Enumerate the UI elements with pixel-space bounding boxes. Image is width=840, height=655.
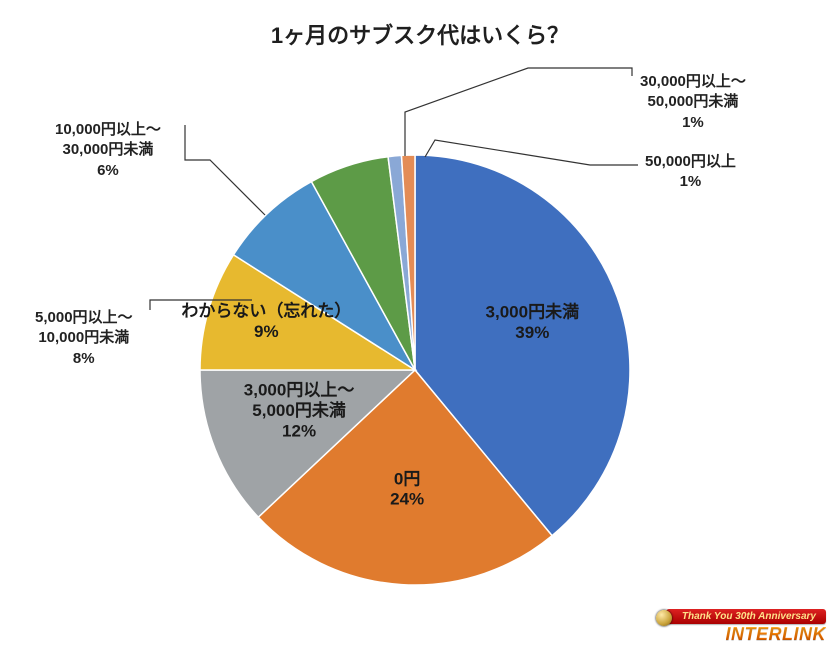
logo-wordmark: INTERLINK xyxy=(726,624,827,644)
external-label: 30,000円以上～ 50,000円未満 1% xyxy=(640,72,746,133)
leader-line xyxy=(185,125,265,215)
slice-label: 12% xyxy=(282,421,316,440)
slice-label: 39% xyxy=(515,323,549,342)
slice-label: 5,000円未満 xyxy=(252,400,346,420)
external-label: 10,000円以上～ 30,000円未満 6% xyxy=(55,120,161,181)
logo-ribbon: Thank You 30th Anniversary xyxy=(666,609,826,624)
slice-label: わからない（忘れた） xyxy=(181,301,351,321)
slice-label: 3,000円未満 xyxy=(486,302,580,322)
slice-label: 24% xyxy=(390,490,424,509)
brand-logo: Thank You 30th Anniversary INTERLINK xyxy=(666,606,826,645)
slice-label: 3,000円以上～ xyxy=(244,381,355,400)
leader-line xyxy=(405,68,632,156)
external-label: 50,000円以上 1% xyxy=(645,152,736,193)
slice-label: 0円 xyxy=(394,469,420,488)
external-label: 5,000円以上～ 10,000円未満 8% xyxy=(35,308,133,369)
slice-label: 9% xyxy=(254,322,279,341)
